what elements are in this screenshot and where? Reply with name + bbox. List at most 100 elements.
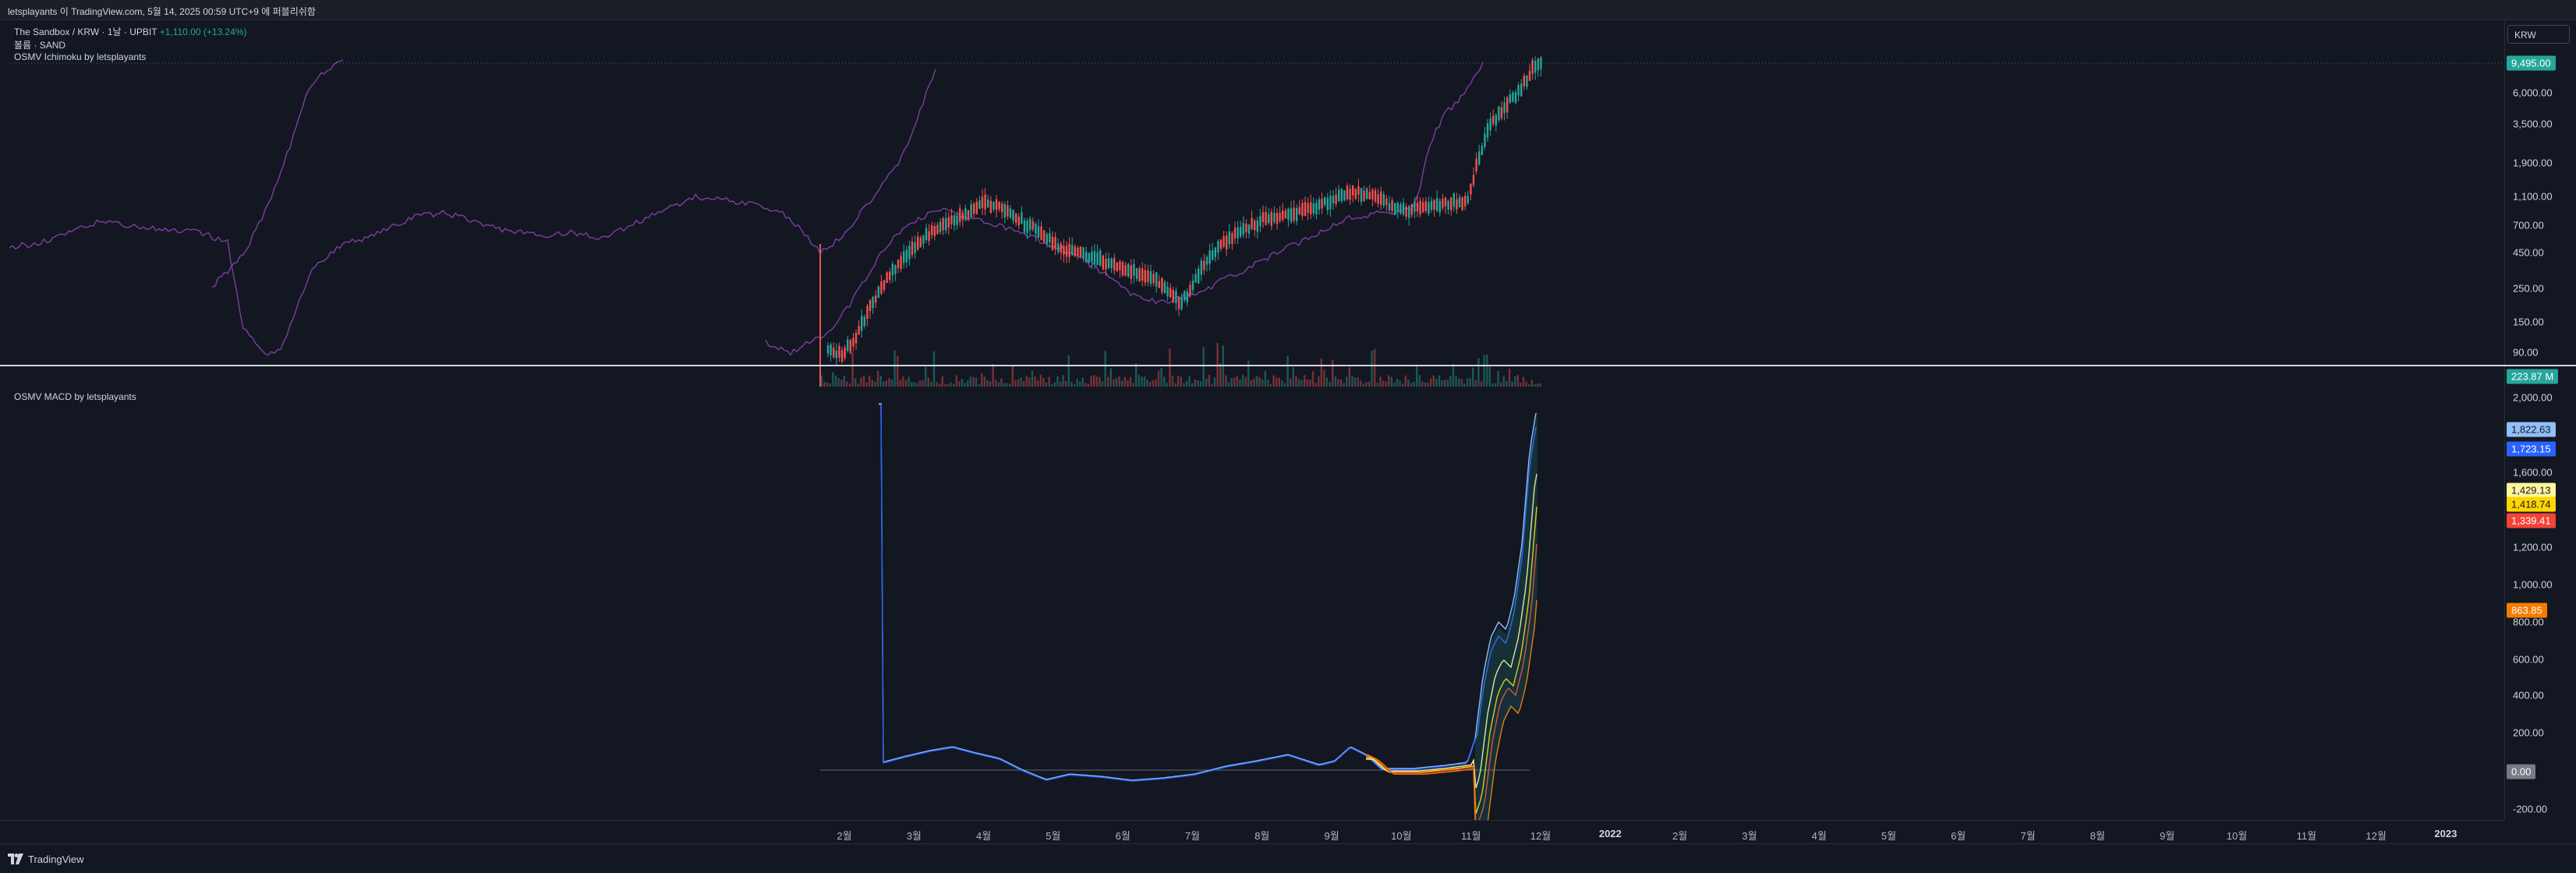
- candle-body: [1402, 203, 1405, 215]
- macd-value-badge: 1,822.63: [2507, 422, 2556, 437]
- volume-bar: [1185, 380, 1188, 387]
- macd-line: [879, 403, 1537, 781]
- currency-button[interactable]: KRW: [2507, 25, 2570, 44]
- volume-bar: [983, 376, 985, 387]
- time-tick-label: 2023: [2434, 828, 2457, 839]
- volume-bar: [1211, 383, 1213, 387]
- tradingview-logo-icon[interactable]: [8, 854, 23, 864]
- volume-bar: [1062, 375, 1064, 387]
- candle-body: [1124, 265, 1127, 276]
- volume-bar: [1118, 376, 1120, 387]
- candle-body: [1189, 285, 1191, 297]
- legend-volume[interactable]: 볼륨 · SAND: [14, 40, 66, 51]
- price-pane[interactable]: The Sandbox / KRW · 1날 · UPBIT +1,110.00…: [9, 22, 2504, 387]
- candle-body: [1363, 190, 1365, 201]
- time-tick-label: 8월: [2089, 830, 2105, 842]
- candle-body: [1102, 255, 1104, 270]
- candle-body: [1467, 196, 1469, 203]
- footer-brand[interactable]: TradingView: [28, 854, 84, 865]
- volume-bar: [1463, 383, 1466, 387]
- time-axis[interactable]: 2월 3월 4월 5월 6월 7월 8월 9월 10월 11월 12월 2022 2월 3월 4월 5월 6월 7…: [0, 820, 2504, 843]
- candle-body: [1475, 158, 1477, 172]
- volume-bar: [1157, 370, 1160, 387]
- volume-bar: [1253, 378, 1255, 387]
- macd-tick-label: 600.00: [2513, 653, 2544, 666]
- candle-body: [1495, 115, 1497, 125]
- volume-bar: [1348, 367, 1350, 387]
- candle-body: [1531, 59, 1534, 74]
- candle-body: [1534, 61, 1537, 73]
- volume-bar: [1219, 363, 1222, 387]
- price-tick-label: 1,900.00: [2513, 157, 2553, 169]
- candle-body: [835, 351, 837, 359]
- volume-bar: [1514, 376, 1516, 387]
- candle-body: [914, 242, 916, 253]
- candle-body: [1428, 202, 1430, 214]
- candle-body: [1296, 207, 1298, 221]
- volume-bar: [902, 376, 904, 387]
- volume-bar: [1121, 380, 1123, 387]
- candle-body: [852, 338, 855, 347]
- candle-body: [1144, 270, 1146, 283]
- volume-bar: [908, 376, 910, 387]
- volume-bar: [1174, 383, 1177, 387]
- candle-body: [1152, 274, 1155, 284]
- candle-body: [1138, 268, 1141, 281]
- time-tick-label: 2월: [1672, 830, 1688, 842]
- candle-body: [1074, 246, 1076, 256]
- volume-bar: [1255, 376, 1258, 387]
- candle-body: [1540, 57, 1542, 69]
- candle-body: [900, 256, 902, 270]
- attribution-text: letsplayants 이 TradingView.com, 5월 14, 2…: [8, 6, 316, 17]
- time-tick-label: 8월: [1254, 830, 1270, 842]
- candle-body: [1514, 92, 1517, 103]
- pane-separator[interactable]: [0, 365, 2576, 366]
- macd-pane[interactable]: OSMV MACD by letsplayants: [9, 388, 2504, 822]
- volume-bar: [1539, 383, 1541, 387]
- volume-bar: [1199, 380, 1202, 387]
- volume-bar: [1216, 342, 1219, 387]
- volume-bar: [967, 380, 969, 387]
- volume-bar: [1006, 383, 1008, 387]
- volume-bar: [1160, 367, 1162, 387]
- price-tick-label: 150.00: [2513, 316, 2544, 328]
- candle-body: [1528, 70, 1531, 81]
- chart-area[interactable]: The Sandbox / KRW · 1날 · UPBIT +1,110.00…: [9, 22, 2504, 822]
- volume-bar: [1480, 381, 1483, 387]
- volume-bar: [1516, 375, 1519, 387]
- volume-bar: [897, 355, 899, 387]
- price-axis[interactable]: 6,000.00 3,500.00 1,900.00 1,100.00 700.00 45…: [2504, 22, 2576, 820]
- candle-body: [849, 340, 851, 353]
- candle-body: [908, 246, 911, 260]
- candle-body: [1414, 201, 1416, 212]
- candle-body: [1318, 199, 1321, 210]
- volume-bar: [1486, 354, 1488, 387]
- time-tick-label: 9월: [2160, 830, 2175, 842]
- volume-bar: [1365, 382, 1368, 387]
- macd-value-badge: 1,723.15: [2507, 441, 2556, 457]
- candle-body: [844, 347, 846, 359]
- currency-label: KRW: [2514, 30, 2536, 41]
- candle-body: [1029, 218, 1031, 231]
- candle-body: [1186, 291, 1188, 302]
- volume-bar: [1090, 376, 1092, 387]
- candle-body: [1217, 241, 1219, 253]
- volume-bar: [1241, 375, 1244, 387]
- volume-bar: [1300, 380, 1303, 387]
- candle-body: [1287, 208, 1290, 220]
- volume-bar: [950, 382, 952, 387]
- legend-ichimoku[interactable]: OSMV Ichimoku by letsplayants: [14, 51, 147, 62]
- volume-bar: [986, 380, 989, 387]
- volume-bar: [913, 382, 915, 387]
- volume-bar: [826, 383, 829, 387]
- legend-macd[interactable]: OSMV MACD by letsplayants: [14, 391, 136, 402]
- volume-bar: [958, 381, 961, 387]
- legend-symbol[interactable]: The Sandbox / KRW · 1날 · UPBIT +1,110.00…: [14, 25, 247, 38]
- candle-body: [1141, 268, 1144, 281]
- volume-bar: [1051, 383, 1053, 387]
- volume-bar: [1099, 376, 1101, 387]
- candle-body: [1121, 262, 1124, 276]
- volume-bar: [1188, 376, 1191, 387]
- candle-body: [875, 295, 877, 303]
- volume-bar: [837, 378, 840, 387]
